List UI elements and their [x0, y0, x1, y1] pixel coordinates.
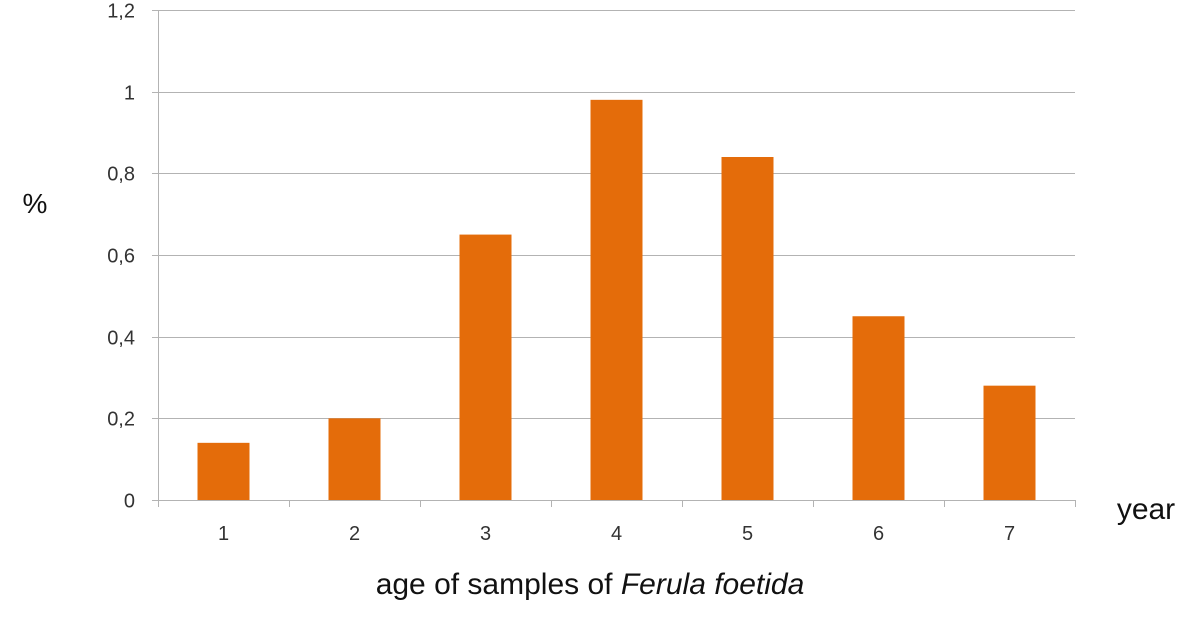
x-tick-labels: 1 2 3 4 5 6 7 [218, 523, 1015, 545]
x-axis-label-prefix: age of samples of [376, 568, 621, 601]
x-axis-label: age of samples of Ferula foetida [376, 568, 805, 601]
y-axis-label: % [23, 188, 48, 219]
y-tick-label: 0,2 [107, 409, 135, 431]
bar [328, 418, 381, 500]
x-tick-label: 3 [480, 523, 491, 545]
x-tick-label: 1 [218, 523, 229, 545]
bar [590, 99, 643, 500]
x-tick-label: 2 [349, 523, 360, 545]
bar [459, 234, 512, 501]
bar [197, 442, 250, 500]
x-tick-label: 5 [742, 523, 753, 545]
y-tick-label: 0,6 [107, 246, 135, 268]
y-tick-label: 0 [124, 491, 135, 513]
bar [983, 385, 1036, 500]
y-tick-label: 1,2 [107, 1, 135, 23]
x-tick-label: 4 [611, 523, 622, 545]
y-tick-label: 0,8 [107, 164, 135, 186]
x-axis-unit-label: year [1117, 493, 1175, 526]
y-tick-labels: 0 0,2 0,4 0,6 0,8 1 1,2 [107, 1, 135, 513]
x-axis-label-species: Ferula foetida [621, 568, 804, 601]
bars [197, 99, 1036, 501]
axes [152, 10, 1076, 507]
x-tick-label: 7 [1004, 523, 1015, 545]
x-tick-label: 6 [873, 523, 884, 545]
y-tick-label: 0,4 [107, 328, 135, 350]
y-tick-label: 1 [124, 83, 135, 105]
bar [852, 316, 905, 500]
bar [721, 157, 774, 500]
